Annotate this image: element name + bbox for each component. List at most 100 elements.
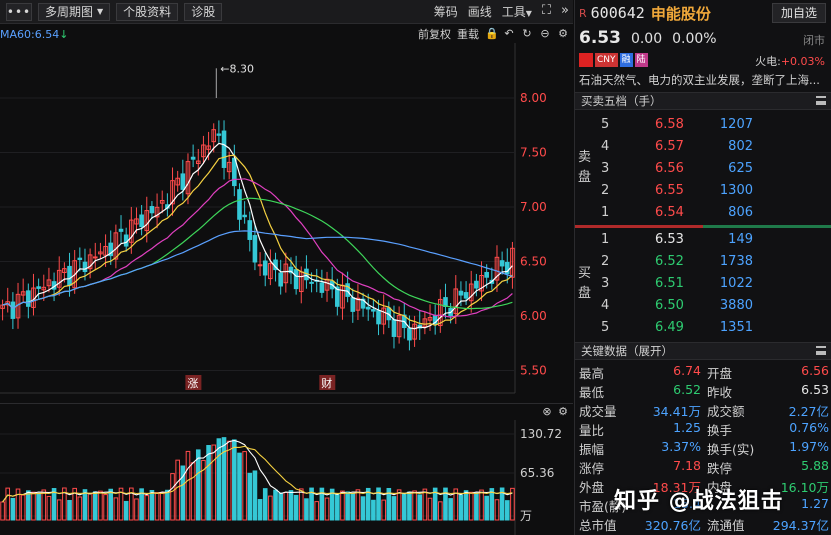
ask-row[interactable]: 3 6.56 625 xyxy=(597,158,829,180)
margin-tag[interactable]: 融 xyxy=(619,53,633,67)
concept-change[interactable]: 火电:+0.03% xyxy=(755,53,825,69)
orderbook-header[interactable]: 买卖五档（手） xyxy=(575,92,831,110)
volume-bar xyxy=(293,494,299,521)
volume-bar xyxy=(36,492,41,521)
currency-tag: CNY xyxy=(595,53,618,67)
ma20-line xyxy=(2,178,513,318)
menu-icon[interactable] xyxy=(816,346,826,355)
price-tick-label: 5.50 xyxy=(520,364,547,378)
volume-bar xyxy=(139,488,144,521)
key-data-row: 总市值 320.76亿 流通值 294.37亿 xyxy=(579,514,829,533)
company-description[interactable]: 石油天然气、电力的双主业发展，垄断了上海... xyxy=(579,73,820,87)
settings-icon[interactable]: ⚙ xyxy=(558,405,568,418)
candle-body xyxy=(77,257,83,261)
refresh-icon[interactable]: ↻ xyxy=(522,27,532,40)
stock-profile-button[interactable]: 个股资料 xyxy=(116,2,179,21)
event-mark[interactable]: 涨 xyxy=(185,375,202,390)
ask-row[interactable]: 5 6.58 1207 xyxy=(597,114,829,136)
volume-bar xyxy=(242,451,247,521)
bid-row[interactable]: 5 6.49 1351 xyxy=(597,317,829,339)
ask-row[interactable]: 4 6.57 802 xyxy=(597,136,829,158)
key-data-row: 成交量 34.41万 成交额 2.27亿 xyxy=(579,400,829,419)
china-flag-icon xyxy=(579,53,593,67)
zoom-out-icon[interactable]: ⊖ xyxy=(540,27,550,40)
key-data-label: 成交额 xyxy=(707,404,745,419)
lock-icon[interactable]: 🔒 xyxy=(485,27,499,40)
volume-bar xyxy=(108,488,114,521)
chart-toolbar: ••• 多周期图 ▼ 个股资料 诊股 筹码 画线 工具▼ ⛶ » xyxy=(0,0,573,24)
ask-row[interactable]: 2 6.55 1300 xyxy=(597,180,829,202)
candle-body xyxy=(211,129,217,143)
volume-header: ⊗ ⚙ xyxy=(0,403,573,420)
candle-body xyxy=(185,161,191,195)
volume-bar xyxy=(304,498,309,521)
volume-bar xyxy=(412,490,417,521)
ma5-line xyxy=(2,142,513,330)
concept-label: 火电: xyxy=(755,55,781,68)
key-data-value: 16.10万 xyxy=(780,480,829,495)
candle-body xyxy=(499,260,505,267)
quote-panel: R 600642 申能股份 加自选 6.53 0.00 0.00% 闭市 CNY… xyxy=(574,0,831,535)
chips-button[interactable]: 筹码 xyxy=(433,5,458,19)
price-tick-label: 6.00 xyxy=(520,309,547,323)
volume-bar xyxy=(335,494,340,521)
expand-panel-icon[interactable]: » xyxy=(561,3,569,18)
stock-code: 600642 xyxy=(590,4,645,22)
bid-price: 6.49 xyxy=(655,320,684,335)
volume-bar xyxy=(468,491,474,521)
candle-body xyxy=(36,286,41,289)
candle-body xyxy=(92,256,98,259)
bid-row[interactable]: 4 6.50 3880 xyxy=(597,295,829,317)
bid-row[interactable]: 1 6.53 149 xyxy=(597,229,829,251)
volume-bar xyxy=(211,444,217,521)
bid-row[interactable]: 3 6.51 1022 xyxy=(597,273,829,295)
candle-body xyxy=(180,173,186,190)
ask-level: 5 xyxy=(601,117,610,132)
market-status: 闭市 xyxy=(803,34,825,47)
tools-button[interactable]: 工具▼ xyxy=(502,3,532,20)
volume-bar xyxy=(319,487,325,521)
candle-body xyxy=(381,307,386,325)
volume-chart[interactable]: 130.72 65.36 万 xyxy=(0,420,573,535)
volume-bar xyxy=(149,489,155,521)
key-data-label: 跌停 xyxy=(707,461,733,476)
volume-bar xyxy=(510,487,515,521)
candle-body xyxy=(201,144,206,158)
price-tick-label: 6.50 xyxy=(520,255,547,269)
ask-row[interactable]: 1 6.54 806 xyxy=(597,202,829,224)
volume-bar xyxy=(479,489,484,521)
volume-bar xyxy=(180,465,186,521)
volume-bar xyxy=(159,492,165,521)
candle-body xyxy=(468,283,474,302)
volume-bar xyxy=(391,496,397,521)
key-data-header[interactable]: 关键数据（展开） xyxy=(575,342,831,360)
key-data-label: 成交量 xyxy=(579,404,617,419)
ask-price: 6.55 xyxy=(655,183,684,198)
candlestick-chart[interactable]: 8.00 7.50 7.00 6.50 6.00 5.50 ←8.30 涨 财 xyxy=(0,43,573,403)
draw-line-button[interactable]: 画线 xyxy=(467,5,492,19)
close-icon[interactable]: ⊗ xyxy=(542,405,552,418)
volume-bar xyxy=(232,439,237,521)
volume-bar xyxy=(190,462,196,521)
volume-bar xyxy=(113,497,119,521)
event-mark[interactable]: 财 xyxy=(319,375,336,390)
diagnose-button[interactable]: 诊股 xyxy=(184,2,223,21)
more-menu-button[interactable]: ••• xyxy=(6,2,32,21)
volume-tick-label: 130.72 xyxy=(520,427,562,441)
volume-bar xyxy=(371,499,376,521)
connect-tag[interactable]: 陆 xyxy=(634,53,648,67)
settings-icon[interactable]: ⚙ xyxy=(558,27,568,40)
menu-icon[interactable] xyxy=(816,96,826,105)
fullscreen-icon[interactable]: ⛶ xyxy=(541,3,552,18)
multi-period-button[interactable]: 多周期图 ▼ xyxy=(38,2,111,21)
volume-bar xyxy=(216,438,222,521)
candle-body xyxy=(427,317,433,321)
volume-bar xyxy=(401,492,407,521)
undo-icon[interactable]: ↶ xyxy=(504,27,514,40)
bid-row[interactable]: 2 6.52 1738 xyxy=(597,251,829,273)
adjust-mode-button[interactable]: 前复权 xyxy=(418,28,451,41)
add-watchlist-button[interactable]: 加自选 xyxy=(771,3,826,23)
key-data-value: 320.76亿 xyxy=(644,518,701,533)
key-data-value: 7.18 xyxy=(673,458,701,473)
overlay-button[interactable]: 重载 xyxy=(457,28,479,41)
